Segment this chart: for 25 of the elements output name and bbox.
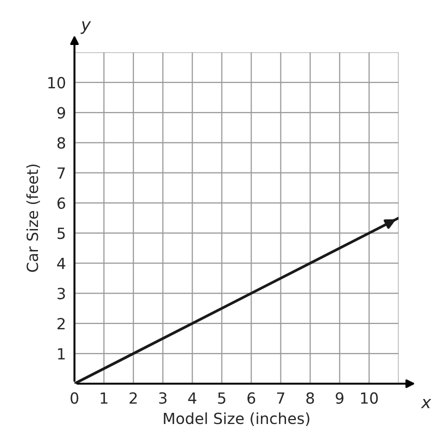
y-tick-label: 5 <box>58 228 65 240</box>
y-tick-label: 10 <box>48 76 66 88</box>
x-tick-label: 8 <box>306 392 314 404</box>
x-tick-label: 5 <box>218 392 226 404</box>
y-axis-title: Car Size (feet) <box>26 164 40 272</box>
x-tick-label: 7 <box>277 392 284 404</box>
x-tick-label: 6 <box>247 392 256 404</box>
y-tick-label: 4 <box>57 258 66 269</box>
y-tick-label: 8 <box>57 137 66 149</box>
x-tick-label: 0 <box>70 392 78 404</box>
text: y <box>80 21 91 34</box>
text: x <box>420 399 432 408</box>
x-tick-label: 3 <box>159 392 166 404</box>
y-tick-label: 2 <box>58 318 65 330</box>
y-tick-label: 3 <box>58 288 65 300</box>
y-tick-label: 1 <box>58 348 65 360</box>
y-tick-label: 7 <box>58 167 65 179</box>
y-tick-label: 9 <box>57 107 66 119</box>
x-tick-label: 1 <box>100 392 108 404</box>
x-tick-label: 4 <box>188 392 196 404</box>
x-tick-label: 2 <box>130 392 137 404</box>
x-tick-label: 9 <box>336 392 344 404</box>
y-tick-label: 6 <box>57 197 66 209</box>
x-tick-label: 10 <box>361 392 378 404</box>
x-axis-title: Model Size (inches) <box>164 412 310 426</box>
